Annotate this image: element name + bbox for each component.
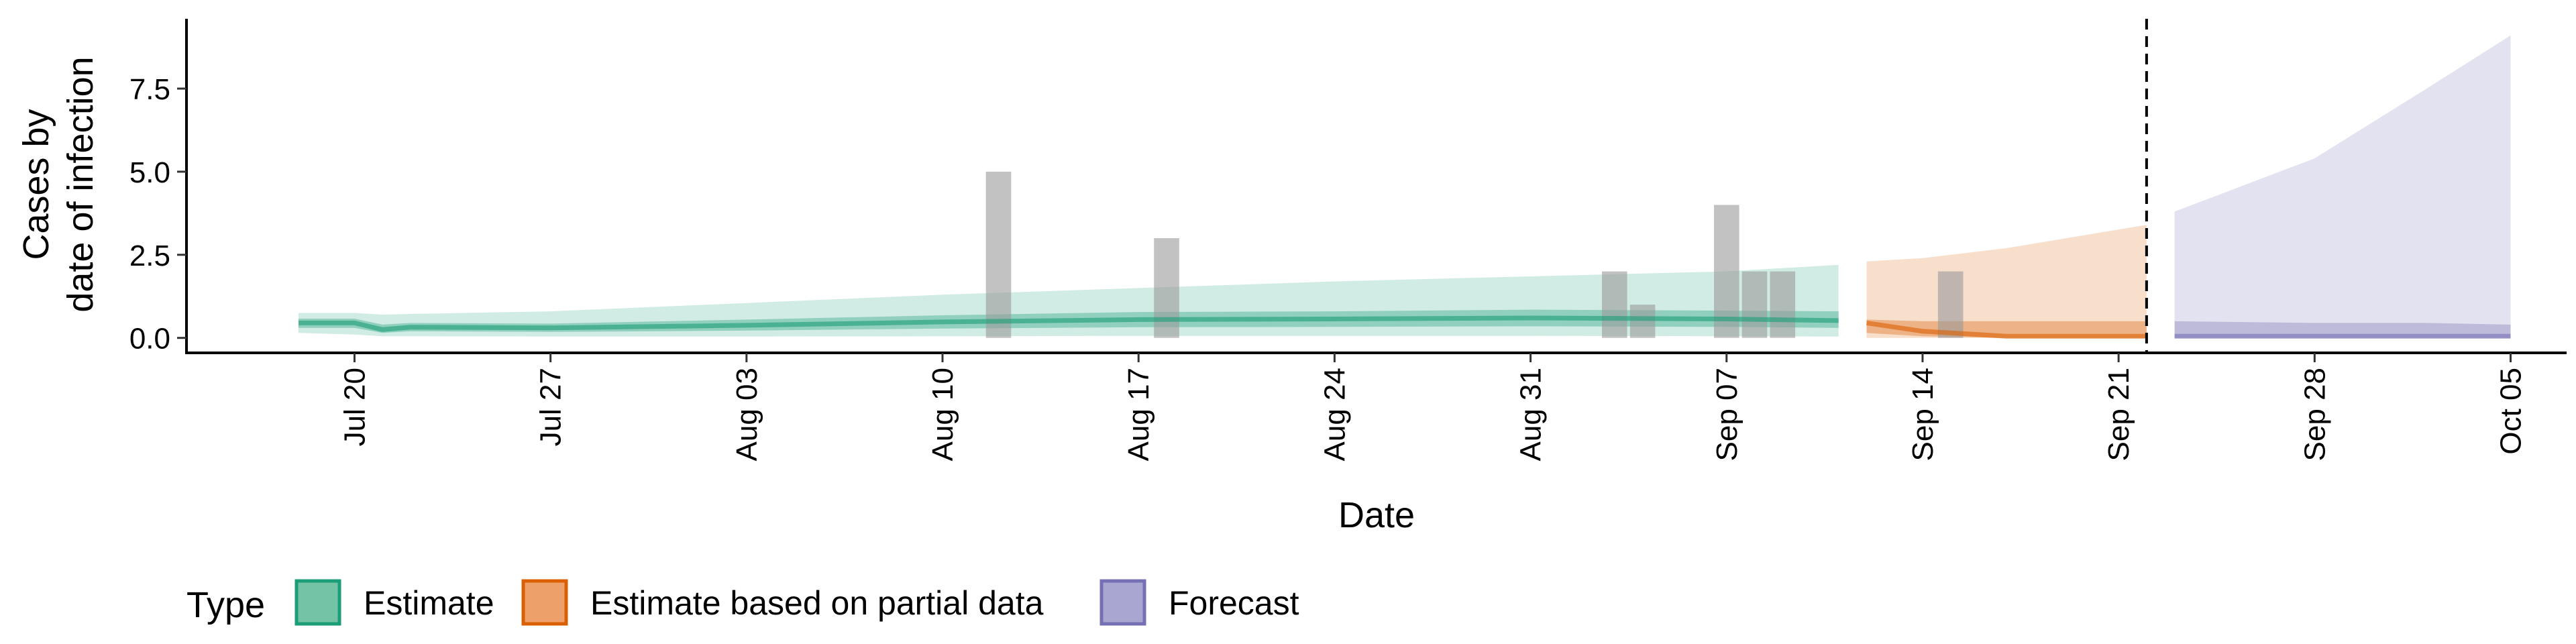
median-layer <box>299 315 2511 339</box>
axes-layer: 0.0 2.5 5.0 7.5 Jul 20 Jul 27 Aug 03 Aug 10 Aug … <box>129 19 2567 461</box>
x-tick-label-9: Sep 21 <box>2102 368 2135 461</box>
ribbon-layer <box>299 35 2511 338</box>
observed-bar-0 <box>985 171 1012 338</box>
y-tick-label-2: 5.0 <box>129 156 170 189</box>
median-line-1 <box>1866 320 2147 339</box>
observed-bar-1 <box>1154 238 1179 338</box>
y-axis-label-line-2: date of infection <box>60 56 101 312</box>
legend-swatch-1 <box>521 579 568 626</box>
ribbon-90-2 <box>2174 35 2511 338</box>
x-tick-label-8: Sep 14 <box>1907 368 1939 461</box>
x-tick-label-0: Jul 20 <box>338 368 371 446</box>
y-axis-label: Cases by date of infection <box>16 56 101 312</box>
x-tick-label-1: Jul 27 <box>535 368 568 446</box>
ribbon-50-2 <box>2174 321 2511 338</box>
y-tick-label-0: 0.0 <box>129 323 170 356</box>
x-tick-label-3: Aug 10 <box>926 368 959 461</box>
x-tick-label-7: Sep 07 <box>1711 368 1743 461</box>
observed-bar-4 <box>1714 205 1739 338</box>
x-tick-label-2: Aug 03 <box>731 368 763 461</box>
observed-bar-7 <box>1937 271 1964 338</box>
x-tick-label-5: Aug 24 <box>1318 368 1351 461</box>
x-axis-label: Date <box>1338 495 1415 535</box>
observed-cases-layer <box>985 171 1964 338</box>
legend-title: Type <box>186 585 265 625</box>
legend-label-0: Estimate <box>364 584 494 622</box>
median-line-0 <box>299 315 1839 332</box>
y-tick-label-3: 7.5 <box>129 73 170 106</box>
y-tick-label-1: 2.5 <box>129 239 170 272</box>
ribbon-90-1 <box>1866 225 2147 338</box>
legend-swatch-2 <box>1099 579 1146 626</box>
x-tick-label-6: Aug 31 <box>1515 368 1548 461</box>
legend-swatch-0 <box>294 579 341 626</box>
observed-bar-6 <box>1770 271 1796 338</box>
observed-bar-5 <box>1741 271 1768 338</box>
observed-bar-2 <box>1602 271 1627 338</box>
legend: Type Estimate Estimate based on partial d… <box>186 579 1299 626</box>
legend-label-2: Forecast <box>1169 584 1299 622</box>
x-tick-label-11: Oct 05 <box>2495 368 2528 455</box>
x-tick-label-10: Sep 28 <box>2298 368 2331 461</box>
x-tick-label-4: Aug 17 <box>1122 368 1155 461</box>
observed-bar-3 <box>1629 305 1656 338</box>
y-axis-label-line-1: Cases by <box>16 109 56 260</box>
legend-label-1: Estimate based on partial data <box>590 584 1044 622</box>
